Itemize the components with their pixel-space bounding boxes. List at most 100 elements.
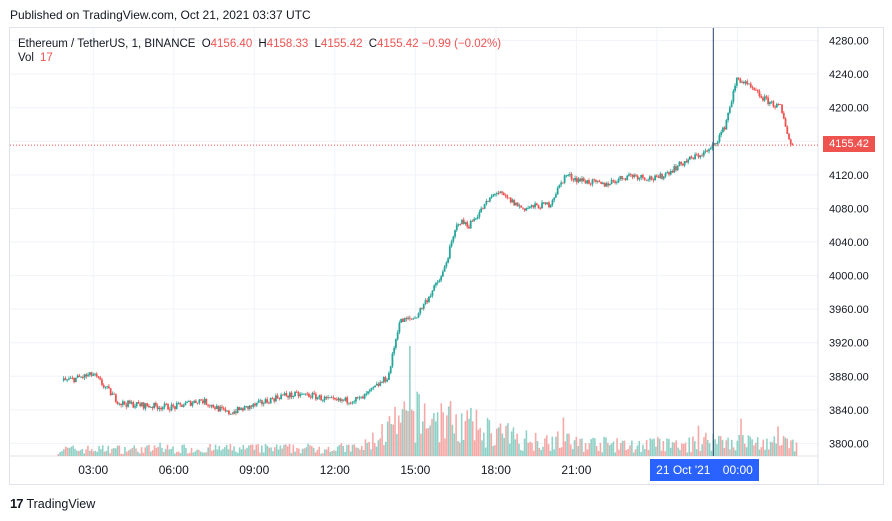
x-tick-label: 06:00 [159,463,189,477]
candle-body [436,282,439,284]
candle-body [732,90,735,102]
candle-body [344,397,347,401]
volume-bar [520,450,522,456]
candle-body [600,182,603,184]
candle-body [205,398,208,405]
chart-frame[interactable] [9,27,884,485]
candle-body [593,179,596,181]
volume-bar [490,433,493,456]
volume-bar [684,442,687,456]
volume-bar [373,442,376,456]
candle-body [288,392,291,398]
candle-body [448,246,451,259]
footer-brand[interactable]: 17 TradingView [10,496,95,511]
volume-bar [738,434,740,456]
volume-bar [383,445,385,456]
candle-body [666,172,669,174]
candle-body [685,161,688,163]
candle-body [534,203,536,208]
volume-bar [507,423,509,456]
candle-body [248,405,251,409]
volume-bar [668,438,670,456]
candle-body [315,393,317,400]
x-tick-label: 03:00 [78,463,108,477]
candle-body [570,174,573,180]
volume-bar [431,418,433,456]
volume-bar [94,450,97,456]
candle-body [647,179,650,181]
candle-body [537,205,540,209]
volume-bar [675,440,678,456]
volume-bar [681,443,683,456]
candle-body [615,182,618,183]
volume-bar [414,442,417,456]
volume-bar [721,439,724,456]
volume-bar [631,440,633,456]
candle-body [433,285,436,291]
volume-bar [760,447,763,456]
candle-body [302,393,305,395]
candle-body [294,391,296,396]
volume-bar [775,443,777,456]
candle-body [504,195,507,196]
candle-body [243,406,246,411]
candle-body [661,173,663,179]
volume-bar [682,443,685,456]
volume-bar [212,449,215,456]
volume-bar [599,442,602,456]
volume-bar [194,451,197,456]
volume-bar [122,453,124,456]
volume-bar [457,441,459,456]
candle-body [403,318,406,322]
volume-bar [353,444,356,456]
candle-body [488,197,491,202]
volume-bar [185,447,187,456]
volume-bar [531,442,533,456]
volume-label: Vol [18,52,34,64]
candle-body [775,104,778,108]
candle-body [97,376,100,378]
candle-body [174,406,176,409]
x-tick-label: 15:00 [400,463,430,477]
volume-bar [756,437,759,456]
volume-bar [636,445,639,456]
volume-bar [795,442,798,456]
candle-body [492,194,495,197]
candle-body [198,399,201,404]
candle-body [351,402,354,404]
volume-bar [573,440,576,456]
candle-body [353,401,356,403]
candle-body [335,399,338,401]
volume-bar [458,442,461,456]
candle-body [568,174,571,176]
candle-body [355,397,357,402]
candle-body [123,401,126,405]
candle-body [391,353,394,367]
volume-bar [159,442,161,456]
candle-body [676,166,679,171]
candle-body [222,407,225,410]
candle-body [476,216,479,219]
candle-body [99,377,102,380]
volume-bar [625,450,628,456]
candle-body [274,395,277,402]
volume-bar [142,452,145,456]
candle-body [716,141,719,144]
candle-body [154,402,157,406]
candle-body [541,202,543,209]
volume-bar [246,447,248,456]
volume-bar [647,449,650,456]
candle-body [273,398,276,402]
volume-bar [708,443,711,456]
volume-bar [433,412,435,456]
candle-body [73,377,76,383]
candle-body [445,262,448,267]
volume-bar [575,436,578,456]
volume-bar [81,448,84,456]
candle-body [229,413,232,415]
candle-body [728,107,731,113]
low-label: L [314,38,321,50]
candle-body [219,406,222,412]
candle-body [577,178,580,183]
